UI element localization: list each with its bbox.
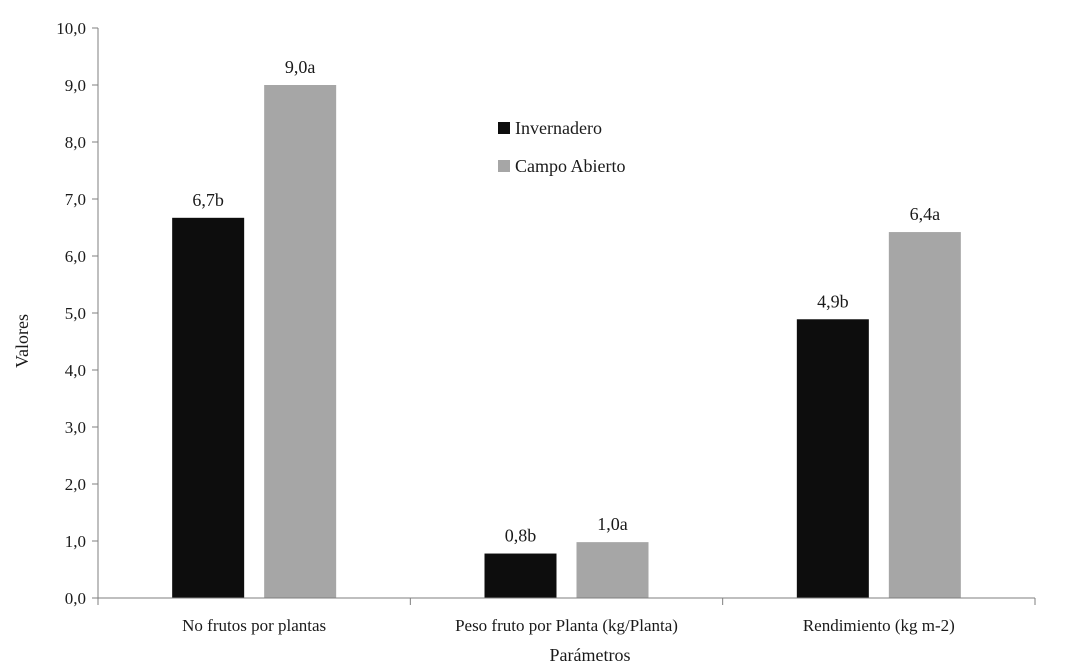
- legend: Invernadero Campo Abierto: [498, 118, 626, 176]
- y-tick-label: 3,0: [65, 418, 86, 437]
- data-label: 0,8b: [505, 526, 537, 546]
- y-tick-label: 5,0: [65, 304, 86, 323]
- y-tick-label: 2,0: [65, 475, 86, 494]
- y-tick-label: 1,0: [65, 532, 86, 551]
- x-tick-label: Peso fruto por Planta (kg/Planta): [455, 616, 678, 635]
- legend-swatch: [498, 160, 510, 172]
- legend-swatch: [498, 122, 510, 134]
- legend-label: Campo Abierto: [515, 156, 626, 176]
- y-tick-label: 7,0: [65, 190, 86, 209]
- y-axis-title: Valores: [12, 314, 32, 368]
- bar-campo-abierto-2: [576, 542, 649, 598]
- data-label: 4,9b: [817, 291, 849, 311]
- y-tick-label: 10,0: [56, 19, 86, 38]
- bar-campo-abierto-1: [264, 85, 337, 598]
- data-label: 6,4a: [910, 204, 941, 224]
- y-axis-ticks: 0,0 1,0 2,0 3,0 4,0 5,0 6,0 7,0 8,0 9,0 10,0: [56, 19, 98, 608]
- bar-invernadero-3: [796, 319, 869, 598]
- data-label: 6,7b: [192, 190, 224, 210]
- bar-invernadero-1: [172, 217, 245, 598]
- bar-invernadero-2: [484, 553, 557, 598]
- x-tick-label: Rendimiento (kg m-2): [803, 616, 955, 635]
- y-tick-label: 4,0: [65, 361, 86, 380]
- x-tick-label: No frutos por plantas: [182, 616, 326, 635]
- y-tick-label: 9,0: [65, 76, 86, 95]
- x-axis-ticks: No frutos por plantas Peso fruto por Plan…: [97, 598, 1036, 635]
- bar-campo-abierto-3: [888, 232, 961, 598]
- data-labels: 6,7b 9,0a 0,8b 1,0a 4,9b 6,4a: [192, 57, 940, 546]
- data-label: 1,0a: [597, 514, 628, 534]
- bars: [172, 85, 961, 598]
- y-tick-label: 0,0: [65, 589, 86, 608]
- y-tick-label: 6,0: [65, 247, 86, 266]
- y-tick-label: 8,0: [65, 133, 86, 152]
- legend-label: Invernadero: [515, 118, 602, 138]
- data-label: 9,0a: [285, 57, 316, 77]
- x-axis-title: Parámetros: [550, 645, 631, 665]
